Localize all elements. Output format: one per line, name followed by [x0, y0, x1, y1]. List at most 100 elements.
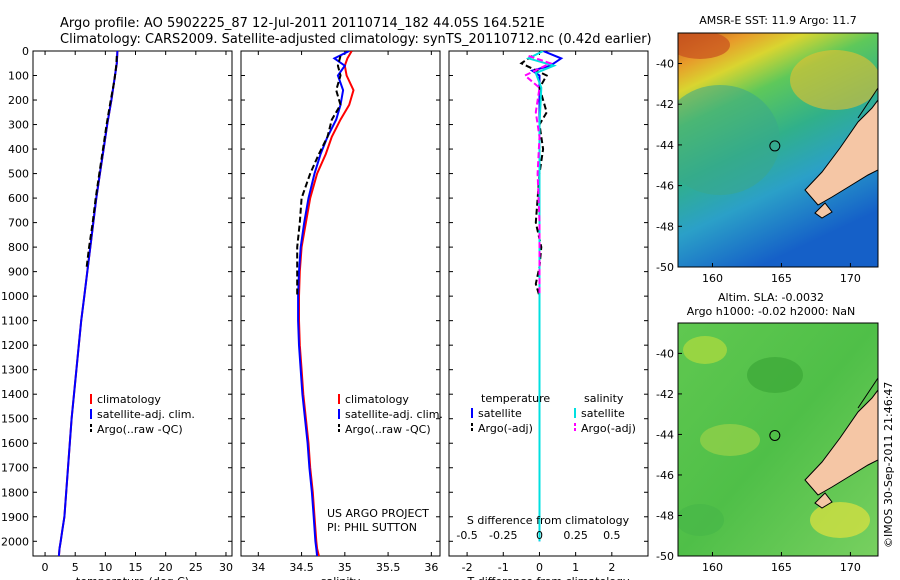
- plot-frame: [240, 50, 441, 557]
- x-axis-label: salinity: [321, 575, 361, 580]
- legend-label: Argo(-adj): [581, 422, 636, 435]
- legend-header-temperature: temperature: [481, 392, 550, 405]
- map-y-tick-label: -40: [656, 58, 674, 71]
- series-line: [297, 51, 350, 556]
- map-x-tick-label: 165: [771, 561, 792, 574]
- watermark-text: ©IMOS 30-Sep-2011 21:46:47: [882, 382, 895, 548]
- sst-field-patch: [678, 33, 730, 59]
- plot-frame: [448, 50, 649, 557]
- pi-text: PI: PHIL SUTTON: [327, 521, 417, 534]
- legend-label: satellite: [581, 407, 625, 420]
- y-tick-label: 300: [8, 119, 29, 132]
- stewart-island-land: [814, 202, 833, 219]
- sst-field-patch: [790, 50, 878, 110]
- sla-field-patch: [747, 357, 803, 393]
- coastline: [857, 377, 878, 409]
- sla-field-patch: [683, 336, 727, 364]
- figure-title-line2: Climatology: CARS2009. Satellite-adjuste…: [60, 32, 652, 47]
- y-tick-label: 200: [8, 94, 29, 107]
- map-y-tick-label: -42: [656, 98, 674, 111]
- y-tick-label: 1100: [1, 315, 29, 328]
- sst-map-frame: [677, 32, 879, 268]
- y-tick-label: 800: [8, 241, 29, 254]
- temperature-panel: 0100200300400500600700800900100011001200…: [1, 45, 233, 580]
- plot-frame: [32, 50, 233, 557]
- x-tick-label: 30: [219, 561, 233, 574]
- series-line: [57, 51, 119, 556]
- map-x-tick-label: 165: [771, 272, 792, 285]
- map-x-tick-label: 170: [840, 272, 861, 285]
- secondary-axis-label: S difference from climatology: [467, 514, 630, 527]
- x-tick-label: -1: [498, 561, 509, 574]
- secondary-tick-label: 0: [536, 529, 543, 542]
- map-y-tick-label: -44: [656, 428, 674, 441]
- x-axis-label: temperature (deg C): [76, 575, 189, 580]
- x-tick-label: 36: [424, 561, 438, 574]
- x-tick-label: -2: [462, 561, 473, 574]
- legend-label: Argo(..raw -QC): [97, 423, 183, 436]
- y-tick-label: 1200: [1, 339, 29, 352]
- x-tick-label: 15: [129, 561, 143, 574]
- legend-header-salinity: salinity: [584, 392, 624, 405]
- x-tick-label: 1: [572, 561, 579, 574]
- x-tick-label: 10: [98, 561, 112, 574]
- legend-label: Argo(-adj): [478, 422, 533, 435]
- map-y-tick-label: -42: [656, 388, 674, 401]
- y-tick-label: 700: [8, 217, 29, 230]
- sla-field-patch: [678, 504, 724, 536]
- secondary-tick-label: 0.5: [603, 529, 621, 542]
- y-tick-label: 1800: [1, 486, 29, 499]
- sla-map: Altim. SLA: -0.0032 Argo h1000: -0.02 h2…: [656, 291, 879, 574]
- salinity-panel: 34 34.5 35 35.5 36 salinity climatology satelli…: [240, 50, 443, 580]
- sst-field-patch: [678, 85, 780, 195]
- sla-map-frame: [677, 322, 879, 557]
- x-tick-label: 34: [251, 561, 265, 574]
- figure-title-line1: Argo profile: AO 5902225_87 12-Jul-2011 …: [60, 16, 545, 31]
- y-tick-label: 2000: [1, 535, 29, 548]
- y-tick-label: 1500: [1, 413, 29, 426]
- south-island-land: [804, 389, 878, 496]
- y-tick-label: 1000: [1, 290, 29, 303]
- x-tick-label: 25: [189, 561, 203, 574]
- x-tick-label: 2: [608, 561, 615, 574]
- map-y-tick-label: -44: [656, 139, 674, 152]
- y-tick-label: 500: [8, 168, 29, 181]
- sla-map-title-line2: Argo h1000: -0.02 h2000: NaN: [687, 305, 856, 318]
- coastline: [857, 87, 878, 119]
- sla-field-patch: [810, 502, 870, 538]
- legend-label: satellite: [478, 407, 522, 420]
- secondary-tick-label: -0.5: [456, 529, 477, 542]
- y-tick-label: 1900: [1, 511, 29, 524]
- x-tick-label: 0: [536, 561, 543, 574]
- series-line: [296, 55, 342, 297]
- map-y-tick-label: -50: [656, 261, 674, 274]
- y-tick-label: 1700: [1, 462, 29, 475]
- x-axis-label: T difference from climatology: [467, 575, 630, 580]
- x-tick-label: 34.5: [289, 561, 314, 574]
- y-tick-label: 0: [22, 45, 29, 58]
- x-tick-label: 5: [72, 561, 79, 574]
- map-y-tick-label: -50: [656, 550, 674, 563]
- difference-panel: -2 -1 0 1 2T difference from climatology temp…: [448, 50, 649, 580]
- stewart-island-land: [814, 492, 833, 509]
- map-y-tick-label: -40: [656, 347, 674, 360]
- map-x-tick-label: 160: [702, 561, 723, 574]
- y-tick-label: 1300: [1, 364, 29, 377]
- map-y-tick-label: -46: [656, 180, 674, 193]
- map-y-tick-label: -46: [656, 469, 674, 482]
- y-tick-label: 600: [8, 192, 29, 205]
- y-tick-label: 100: [8, 70, 29, 83]
- x-tick-label: 35: [338, 561, 352, 574]
- map-x-tick-label: 160: [702, 272, 723, 285]
- sla-field-patch: [700, 424, 760, 456]
- y-tick-label: 400: [8, 143, 29, 156]
- credit-text: US ARGO PROJECT: [327, 507, 429, 520]
- y-tick-label: 1400: [1, 388, 29, 401]
- map-x-tick-label: 170: [840, 561, 861, 574]
- legend-label: climatology: [345, 393, 409, 406]
- map-y-tick-label: -48: [656, 509, 674, 522]
- secondary-tick-label: 0.25: [563, 529, 588, 542]
- legend-label: satellite-adj. clim.: [345, 408, 443, 421]
- x-tick-label: 35.5: [376, 561, 401, 574]
